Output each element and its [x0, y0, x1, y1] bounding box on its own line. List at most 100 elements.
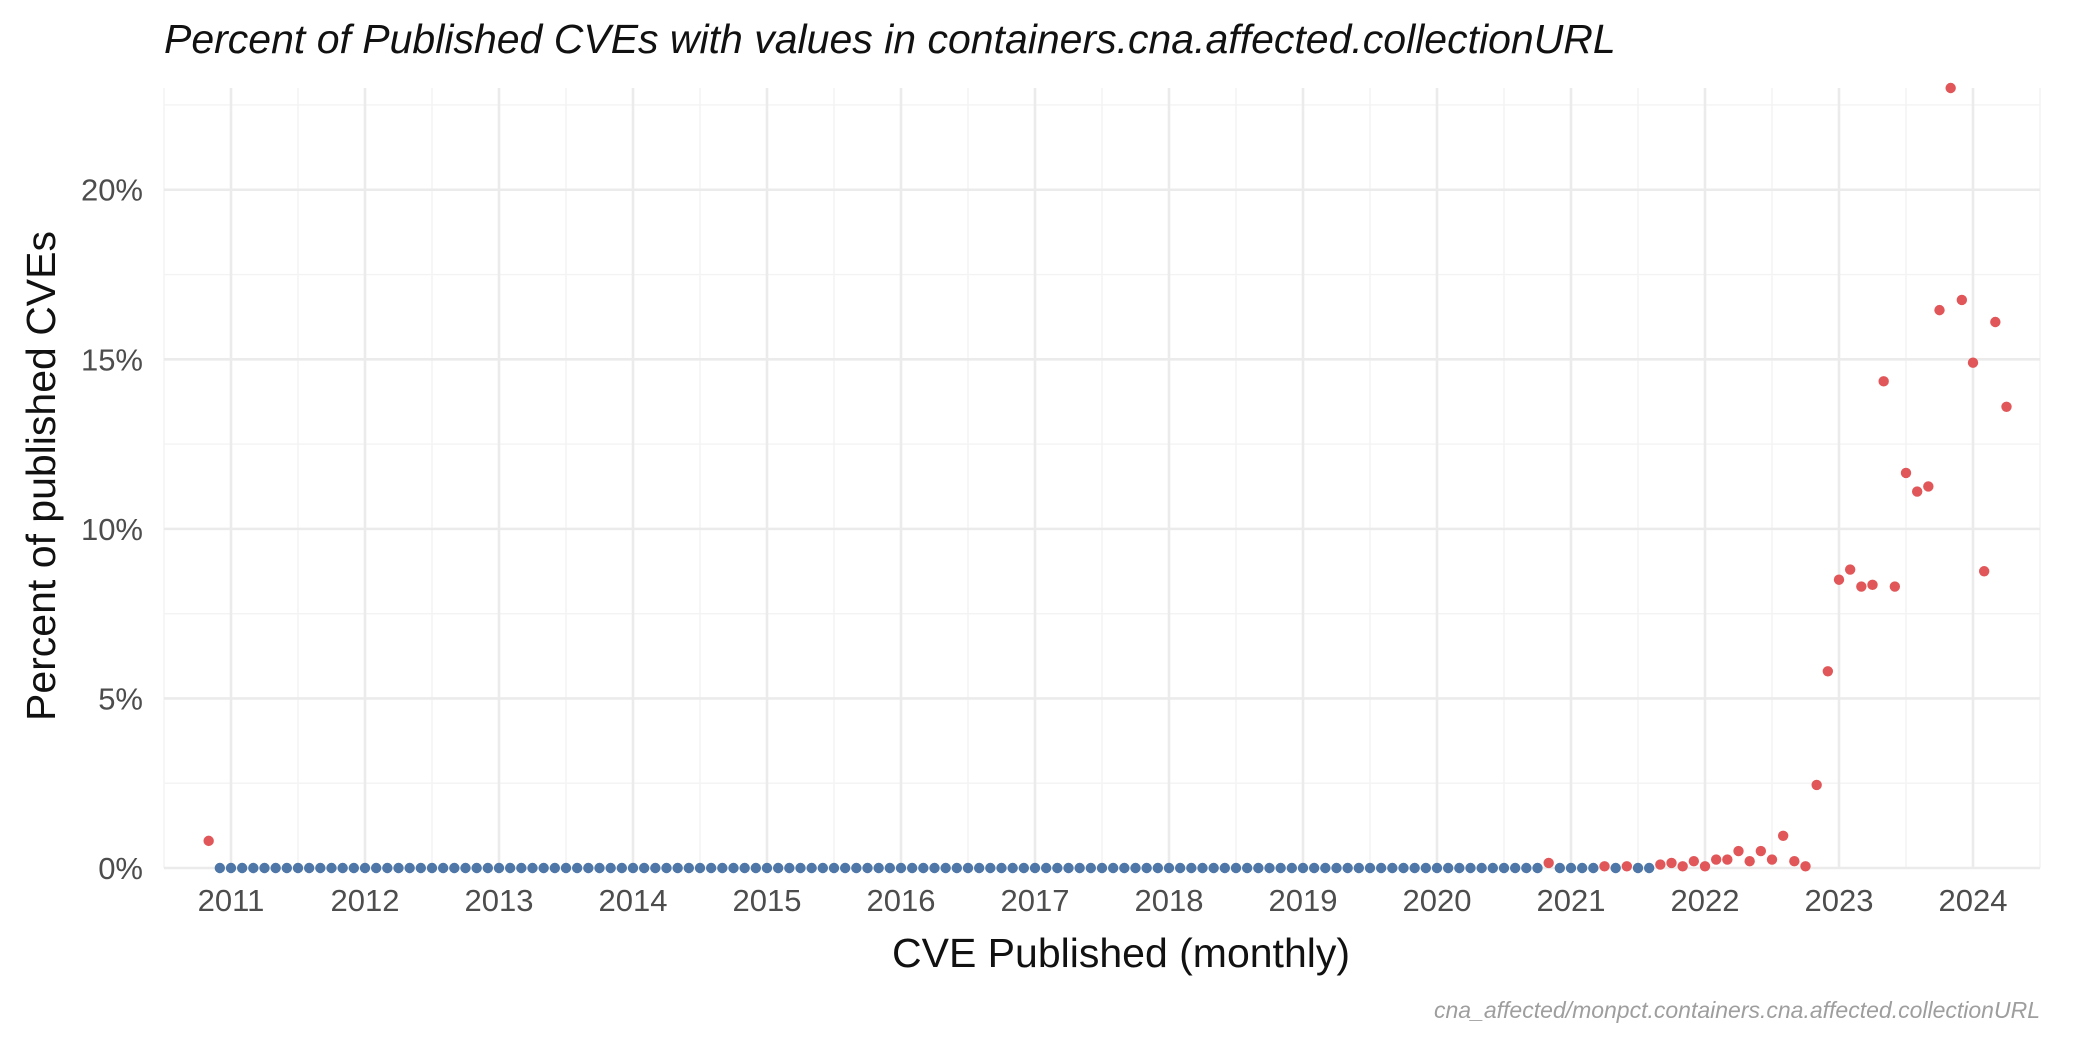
y-axis-title: Percent of published CVEs: [18, 231, 64, 721]
data-point: [348, 862, 360, 874]
data-point: [918, 862, 929, 874]
data-point: [1119, 862, 1130, 874]
data-point: [1320, 862, 1331, 874]
data-point: [1096, 862, 1108, 874]
data-point: [1945, 82, 1956, 94]
data-point: [1163, 862, 1175, 874]
data-point: [1387, 862, 1398, 874]
data-point: [795, 862, 806, 874]
data-point: [1599, 861, 1610, 872]
data-point: [1867, 579, 1878, 591]
data-point: [784, 862, 795, 874]
data-point: [817, 862, 829, 874]
data-point: [527, 862, 538, 874]
data-point: [672, 862, 683, 874]
data-point: [683, 862, 695, 874]
data-point: [1911, 486, 1923, 497]
data-point: [571, 862, 583, 874]
data-point: [404, 862, 415, 874]
data-point: [638, 862, 650, 874]
data-point: [1990, 316, 2001, 328]
chart-caption: cna_affected/monpct.containers.cna.affec…: [1434, 997, 2040, 1023]
data-point: [504, 862, 516, 874]
data-point: [1085, 862, 1097, 874]
x-tick-label: 2015: [733, 883, 802, 918]
data-point: [1978, 566, 1990, 577]
data-point: [761, 862, 773, 874]
data-point: [739, 862, 750, 874]
x-tick-label: 2021: [1537, 883, 1606, 918]
data-point: [359, 862, 371, 874]
data-point: [1487, 862, 1499, 874]
data-point: [694, 862, 706, 874]
data-point: [1208, 862, 1219, 874]
data-point: [1900, 467, 1912, 479]
chart-title: Percent of Published CVEs with values in…: [164, 16, 1616, 62]
data-point: [1052, 862, 1063, 874]
x-tick-label: 2018: [1135, 883, 1204, 918]
data-point: [1029, 862, 1041, 874]
data-point: [1264, 862, 1275, 874]
x-tick-labels: 2011 2012 2013 2014 2015 2016 2017 2018 2019 2020…: [198, 883, 2008, 918]
x-tick-label: 2012: [331, 883, 400, 918]
data-point: [996, 862, 1007, 874]
data-point: [583, 862, 594, 874]
data-point: [415, 862, 427, 874]
data-point: [1532, 862, 1543, 874]
data-point: [1107, 862, 1119, 874]
data-point: [650, 862, 661, 874]
data-point: [270, 862, 281, 874]
data-point: [605, 862, 616, 874]
data-point: [337, 862, 348, 874]
data-point: [1889, 581, 1901, 592]
x-tick-label: 2024: [1939, 883, 2008, 918]
data-point: [1420, 862, 1432, 874]
data-point: [1621, 861, 1633, 872]
data-point: [1923, 481, 1934, 492]
data-point: [1710, 854, 1722, 865]
data-point: [1331, 862, 1342, 874]
data-point: [449, 862, 460, 874]
data-point: [560, 862, 572, 874]
data-point: [1241, 862, 1253, 874]
data-point: [1409, 862, 1420, 874]
data-point: [1476, 862, 1487, 874]
y-tick-labels: 0% 5% 10% 15% 20%: [81, 173, 143, 886]
data-point: [1521, 862, 1532, 874]
data-point: [772, 862, 784, 874]
data-point: [717, 862, 728, 874]
x-tick-label: 2020: [1403, 883, 1472, 918]
data-point: [851, 862, 862, 874]
data-point: [1375, 862, 1387, 874]
data-point: [1844, 564, 1856, 575]
y-tick-label: 10%: [81, 512, 143, 547]
data-point: [549, 862, 561, 874]
data-point: [460, 862, 471, 874]
x-tick-label: 2014: [599, 883, 668, 918]
data-point: [862, 862, 873, 874]
x-tick-label: 2013: [465, 883, 534, 918]
data-point: [873, 862, 884, 874]
data-point: [1275, 862, 1286, 874]
data-point: [482, 862, 494, 874]
x-tick-label: 2022: [1671, 883, 1740, 918]
data-points: [203, 82, 2012, 874]
data-point: [1219, 862, 1231, 874]
data-point: [1431, 862, 1443, 874]
x-tick-label: 2023: [1805, 883, 1874, 918]
data-point: [1342, 862, 1353, 874]
data-point: [516, 862, 527, 874]
data-point: [1699, 861, 1711, 872]
data-point: [1498, 862, 1510, 874]
data-point: [1777, 830, 1789, 841]
data-point: [326, 862, 337, 874]
data-point: [1297, 862, 1309, 874]
data-point: [259, 862, 270, 874]
data-point: [393, 862, 404, 874]
data-point: [1688, 856, 1700, 867]
data-point: [839, 862, 851, 874]
data-point: [1230, 862, 1242, 874]
data-point: [315, 862, 326, 874]
data-point: [1833, 574, 1845, 585]
